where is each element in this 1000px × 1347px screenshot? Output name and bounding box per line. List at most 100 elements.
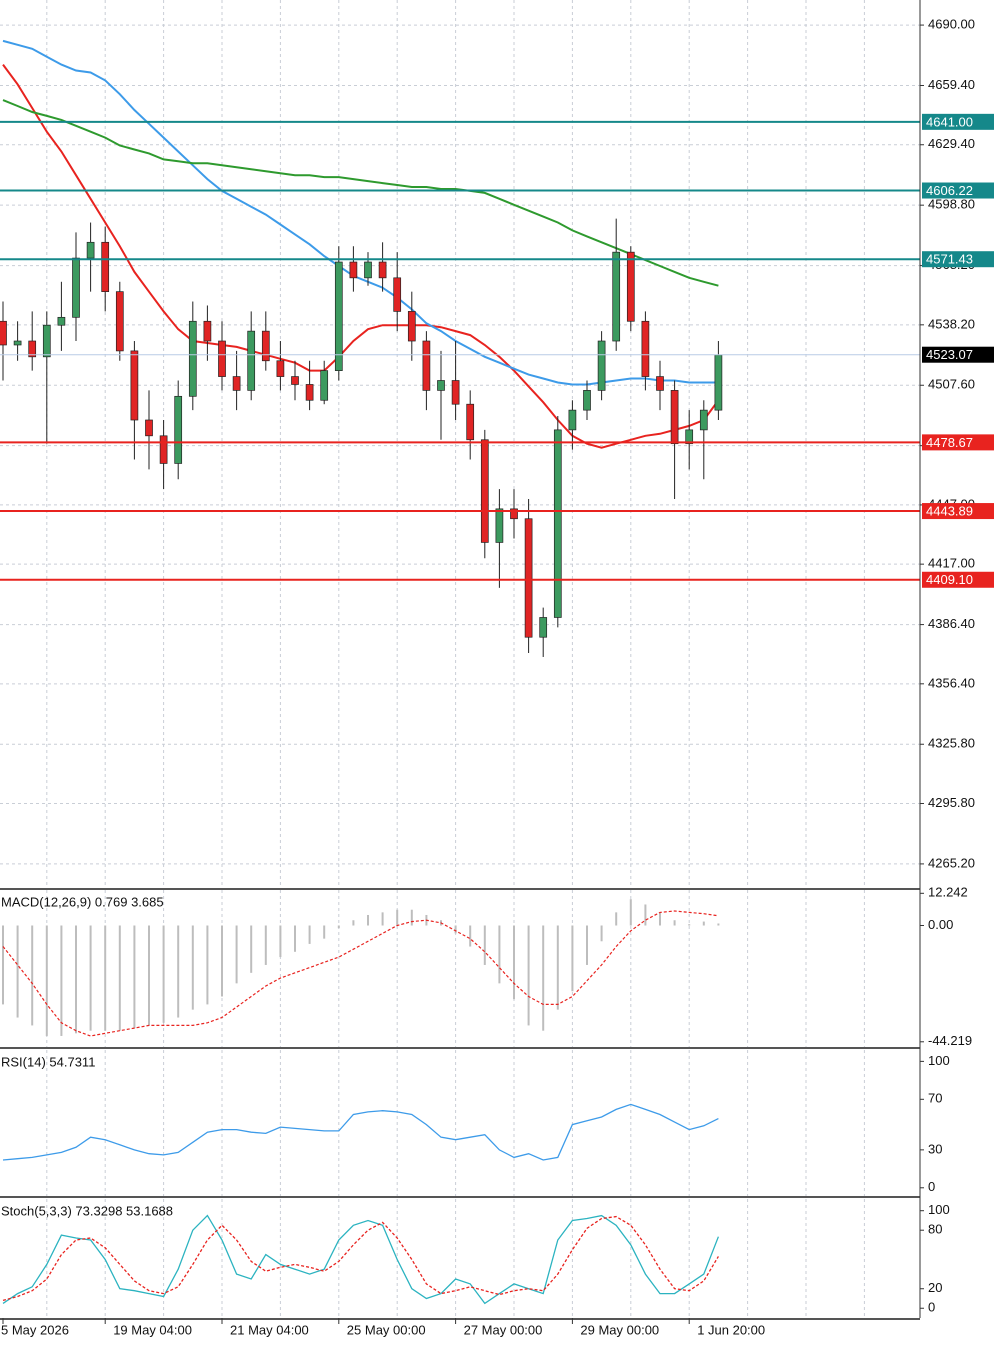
macd-bar [556,925,559,1010]
candle-body [72,257,80,318]
macd-bar [264,925,267,965]
candle-body [13,340,22,346]
candle-body [320,370,329,401]
macd-bar [191,925,194,1010]
y-tick-label: 100 [928,1202,950,1217]
macd-bar [586,925,588,965]
y-tick-label: 4356.40 [928,675,975,690]
macd-bar [235,925,238,984]
level-tag [922,113,994,130]
indicator-line [2,1214,720,1305]
candle-body [583,390,591,411]
macd-bar [89,925,92,1031]
macd-bar [688,924,691,926]
candle-body [188,320,197,397]
candle-body [42,324,51,358]
macd-bar [396,909,399,926]
macd-bar [673,920,676,926]
candle-body [145,419,153,437]
candle-body [291,376,299,385]
macd-bar [469,925,472,947]
candle-body [670,390,679,445]
candle-body [714,354,723,411]
candle-body [218,340,226,377]
candle-body [174,395,183,464]
level-label: 4606.22 [926,183,973,198]
last-price-label: 4523.07 [926,347,973,362]
candle-body [130,350,139,421]
y-tick-label: -44.219 [928,1033,972,1048]
candle-body [261,330,270,362]
candle-body [247,330,256,391]
macd-bar [148,925,150,1026]
candle-body [568,409,577,431]
indicator-title: RSI(14) 54.7311 [1,1054,95,1069]
macd-bar [600,925,603,942]
candle-body [305,384,314,401]
macd-bar [133,925,136,1029]
macd-bar [162,925,165,1023]
macd-bar [629,899,632,926]
y-tick-label: 100 [928,1053,950,1068]
level-tag [922,251,994,268]
level-label: 4409.10 [926,572,973,587]
y-tick-label: 4386.40 [928,616,975,631]
candle-body [539,617,548,638]
macd-bar [308,925,311,944]
macd-bar [16,925,19,1018]
moving-average [2,99,719,287]
x-tick-label: 21 May 04:00 [230,1322,309,1337]
macd-bar [206,925,209,1005]
macd-bar [60,925,63,1036]
candle-body [101,241,110,293]
macd-bar [644,904,647,926]
macd-bar [45,925,48,1036]
macd-bar [542,925,545,1031]
macd-bar [702,921,705,926]
macd-bar [615,912,618,926]
macd-bar [527,925,530,1026]
macd-bar [104,925,107,1031]
candle-body [159,435,168,464]
macd-bar [2,925,4,1005]
candle-body [57,316,66,326]
candle-body [480,439,489,543]
macd-bar [410,909,413,926]
candle-body [699,409,708,431]
candle-body [276,360,285,377]
macd-bar [381,912,384,926]
level-tag [922,571,994,588]
candle-body [510,508,518,520]
macd-bar [221,925,223,997]
x-tick-label: 27 May 00:00 [464,1322,543,1337]
candle-body [334,261,343,371]
macd-bar [352,920,355,926]
candle-body [553,429,562,618]
candle-body [597,340,606,391]
x-tick-label: 19 May 04:00 [113,1322,192,1337]
macd-bar [294,925,296,952]
macd-bar [323,925,326,939]
moving-average [2,64,720,449]
y-tick-label: 0.00 [928,917,953,932]
y-tick-label: 12.242 [928,885,968,900]
candle-body [86,241,95,259]
macd-bar [118,925,121,1031]
y-tick-label: 4598.80 [928,197,975,212]
y-tick-label: 70 [928,1091,942,1106]
candle-body [115,291,124,352]
macd-bar [250,925,253,973]
candle-body [407,311,416,342]
macd-bar [31,925,34,1026]
x-tick-label: 5 May 2026 [1,1322,69,1337]
candle-body [685,429,694,445]
indicator-line [2,1103,719,1161]
candle-body [364,261,372,279]
level-label: 4478.67 [926,435,973,450]
y-tick-label: 30 [928,1141,942,1156]
y-tick-label: 4690.00 [928,17,975,32]
level-label: 4443.89 [926,503,973,518]
y-tick-label: 4295.80 [928,795,975,810]
candle-body [495,508,504,543]
